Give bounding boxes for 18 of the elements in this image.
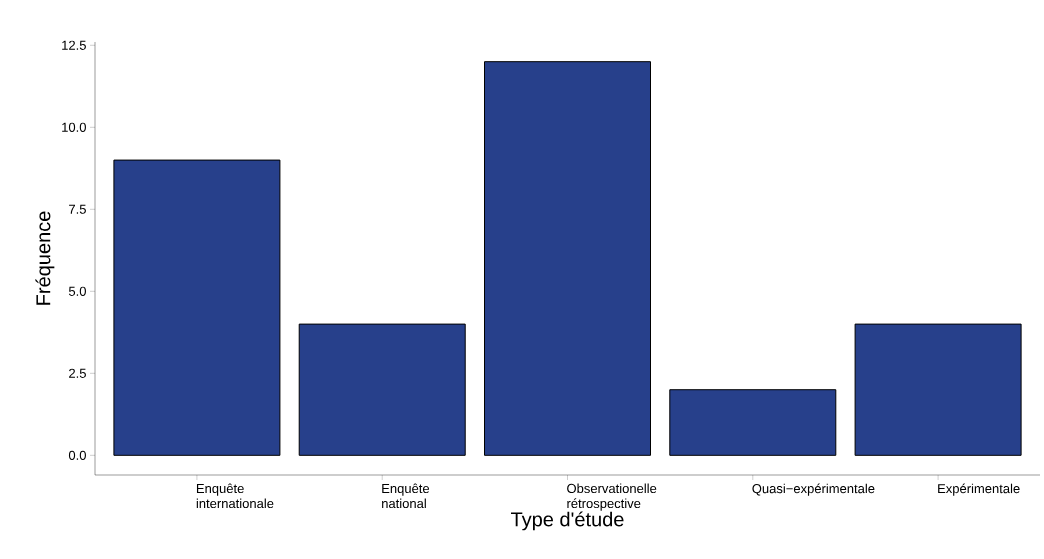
bar [484,61,651,456]
y-tick-label: 12.5 [62,40,86,50]
bar [669,389,837,456]
x-axis-title: Type d'étude [511,511,624,531]
y-tick-label: 2.5 [69,368,86,378]
y-axis-title: Fréquence [35,211,55,305]
y-tick-label: 7.5 [69,204,86,214]
x-tick-label: Expérimentale [938,483,1020,496]
x-tick-label: Enquête internationale [196,483,274,509]
bar [854,323,1022,456]
x-tick-label: Observationelle rétrospective [567,483,657,511]
x-tick-label: Enquête national [382,483,430,509]
y-tick-label: 0.0 [68,450,86,460]
bar [113,159,281,456]
bar [298,323,466,456]
y-tick-label: 10.0 [62,122,86,132]
y-tick-label: 5.0 [68,286,86,296]
x-tick-label: Quasi−expérimentale [752,483,875,496]
